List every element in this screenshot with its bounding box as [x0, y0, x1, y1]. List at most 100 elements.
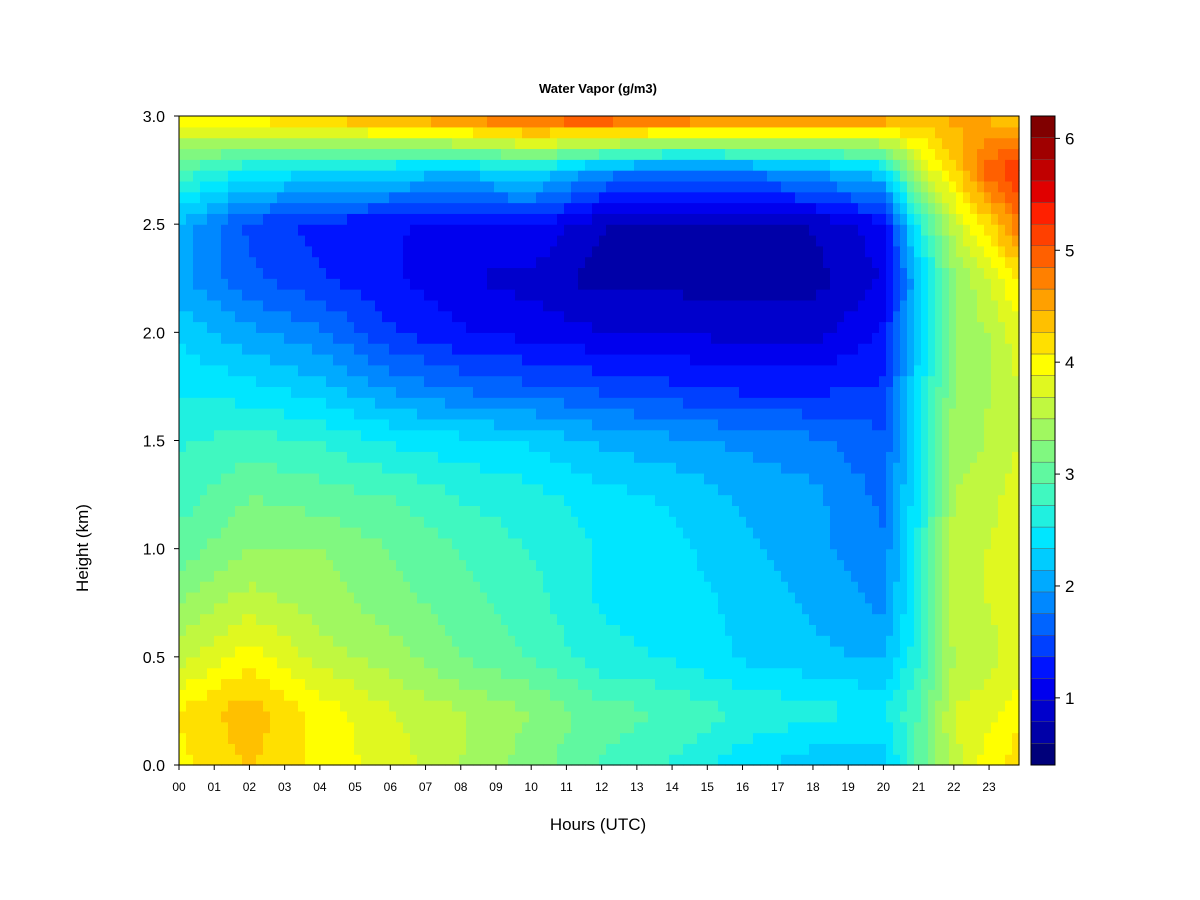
- heatmap-cell: [697, 180, 705, 193]
- heatmap-cell: [466, 646, 474, 658]
- heatmap-cell: [263, 537, 271, 550]
- heatmap-cell: [732, 559, 740, 571]
- heatmap-cell: [613, 180, 621, 193]
- heatmap-cell: [235, 451, 243, 463]
- heatmap-cell: [417, 624, 425, 636]
- heatmap-cell: [515, 159, 523, 171]
- heatmap-cell: [550, 364, 558, 377]
- heatmap-cell: [662, 234, 670, 247]
- heatmap-cell: [368, 180, 376, 193]
- heatmap-cell: [417, 180, 425, 193]
- heatmap-cell: [221, 191, 229, 204]
- heatmap-cell: [326, 245, 334, 258]
- heatmap-cell: [746, 710, 754, 723]
- heatmap-cell: [690, 516, 698, 528]
- heatmap-cell: [354, 494, 362, 506]
- heatmap-cell: [382, 548, 390, 561]
- heatmap-cell: [739, 343, 747, 355]
- heatmap-cell: [501, 159, 509, 171]
- heatmap-cell: [571, 386, 579, 398]
- heatmap-cell: [452, 170, 460, 182]
- heatmap-cell: [585, 451, 593, 463]
- heatmap-cell: [319, 180, 327, 193]
- heatmap-cell: [473, 256, 481, 269]
- heatmap-cell: [592, 721, 600, 734]
- heatmap-cell: [417, 202, 425, 214]
- heatmap-cell: [389, 689, 397, 701]
- heatmap-cell: [221, 332, 229, 344]
- heatmap-cell: [557, 202, 565, 214]
- heatmap-cell: [592, 321, 600, 333]
- heatmap-cell: [249, 624, 257, 636]
- heatmap-cell: [424, 343, 432, 355]
- heatmap-cell: [389, 343, 397, 355]
- heatmap-cell: [466, 570, 474, 582]
- heatmap-cell: [543, 602, 551, 615]
- heatmap-cell: [711, 721, 719, 734]
- heatmap-cell: [375, 159, 383, 171]
- heatmap-cell: [697, 613, 705, 625]
- heatmap-cell: [340, 559, 348, 571]
- heatmap-cell: [375, 656, 383, 669]
- heatmap-cell: [753, 516, 761, 528]
- heatmap-cell: [431, 483, 439, 496]
- heatmap-cell: [529, 646, 537, 658]
- heatmap-cell: [319, 472, 327, 485]
- heatmap-cell: [753, 278, 761, 290]
- heatmap-cell: [746, 462, 754, 474]
- heatmap-cell: [270, 332, 278, 344]
- heatmap-cell: [312, 321, 320, 333]
- heatmap-cell: [298, 483, 306, 496]
- heatmap-cell: [676, 667, 684, 680]
- heatmap-cell: [648, 754, 656, 766]
- heatmap-cell: [298, 743, 306, 755]
- heatmap-cell: [725, 678, 733, 690]
- heatmap-cell: [683, 527, 691, 539]
- heatmap-cell: [473, 440, 481, 452]
- heatmap-cell: [676, 678, 684, 690]
- heatmap-cell: [466, 321, 474, 333]
- heatmap-cell: [340, 310, 348, 323]
- heatmap-cell: [277, 245, 285, 258]
- heatmap-cell: [655, 191, 663, 204]
- heatmap-cell: [655, 224, 663, 236]
- heatmap-cell: [375, 116, 383, 128]
- heatmap-cell: [641, 440, 649, 452]
- heatmap-cell: [522, 505, 530, 517]
- heatmap-cell: [732, 245, 740, 258]
- heatmap-cell: [655, 678, 663, 690]
- heatmap-cell: [249, 721, 257, 734]
- heatmap-cell: [585, 656, 593, 669]
- heatmap-cell: [193, 289, 201, 301]
- heatmap-cell: [571, 299, 579, 312]
- heatmap-cell: [410, 343, 418, 355]
- heatmap-cell: [585, 570, 593, 582]
- heatmap-cell: [228, 245, 236, 258]
- heatmap-cell: [480, 267, 488, 279]
- heatmap-cell: [620, 148, 628, 160]
- heatmap-cell: [228, 397, 236, 409]
- heatmap-cell: [445, 710, 453, 723]
- heatmap-cell: [214, 299, 222, 312]
- heatmap-cell: [732, 581, 740, 593]
- heatmap-cell: [634, 548, 642, 561]
- heatmap-cell: [340, 256, 348, 269]
- heatmap-cell: [445, 570, 453, 582]
- heatmap-cell: [424, 126, 432, 139]
- heatmap-cell: [375, 224, 383, 236]
- heatmap-cell: [683, 667, 691, 680]
- heatmap-cell: [599, 732, 607, 744]
- heatmap-cell: [298, 267, 306, 279]
- heatmap-cell: [606, 602, 614, 615]
- heatmap-cell: [277, 213, 285, 225]
- heatmap-cell: [473, 732, 481, 744]
- heatmap-cell: [690, 505, 698, 517]
- heatmap-cell: [221, 537, 229, 550]
- heatmap-cell: [277, 278, 285, 290]
- heatmap-cell: [669, 234, 677, 247]
- heatmap-cell: [235, 613, 243, 625]
- heatmap-cell: [221, 310, 229, 323]
- heatmap-cell: [361, 700, 369, 712]
- heatmap-cell: [655, 646, 663, 658]
- heatmap-cell: [571, 234, 579, 247]
